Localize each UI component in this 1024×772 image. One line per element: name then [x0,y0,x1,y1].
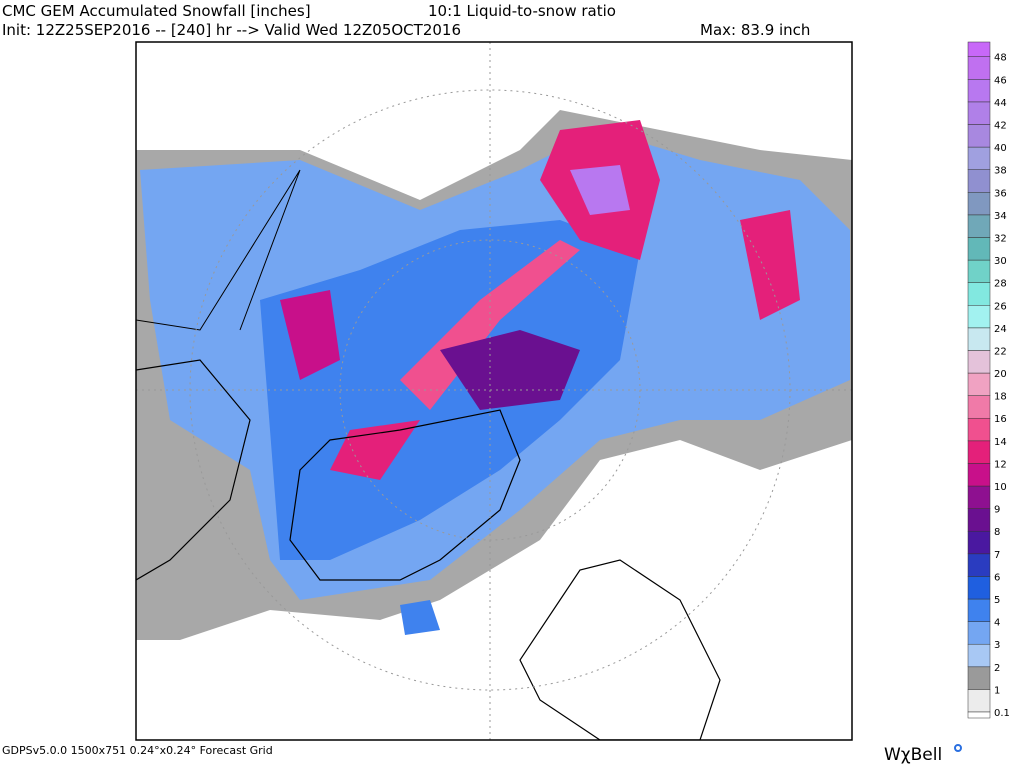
colorbar-swatch [967,192,991,216]
colorbar-swatch [967,259,991,283]
colorbar-swatch [967,79,991,103]
colorbar-label: 14 [994,437,1007,448]
colorbar-label: 0.1 [994,708,1010,719]
colorbar-swatch [967,530,991,555]
colorbar-swatch [967,463,991,487]
map [136,42,852,740]
colorbar-label: 34 [994,211,1007,222]
colorbar-swatch [967,621,991,645]
colorbar-label: 9 [994,505,1000,516]
colorbar-swatch [967,643,991,668]
colorbar-label: 40 [994,143,1007,154]
colorbar-swatch [967,214,991,238]
brand-dot [954,744,962,752]
colorbar-label: 8 [994,527,1000,538]
colorbar-label: 38 [994,166,1007,177]
colorbar-swatch [967,124,991,148]
colorbar-swatch [967,41,991,57]
colorbar: 0.11234567891012141618202224262830323436… [967,41,1010,719]
colorbar-swatch [967,689,991,713]
colorbar-label: 16 [994,414,1007,425]
colorbar-label: 18 [994,392,1007,403]
colorbar-label: 32 [994,233,1007,244]
max-value: Max: 83.9 inch [700,21,810,39]
colorbar-swatch [967,327,991,351]
colorbar-label: 4 [994,618,1000,629]
colorbar-swatch [967,485,991,509]
title: CMC GEM Accumulated Snowfall [inches] [2,2,311,20]
colorbar-label: 26 [994,301,1007,312]
colorbar-label: 3 [994,640,1000,651]
colorbar-swatch [967,440,991,464]
colorbar-swatch [967,305,991,329]
colorbar-swatch [967,395,991,419]
colorbar-swatch [967,146,991,170]
colorbar-label: 1 [994,685,1000,696]
colorbar-label: 46 [994,75,1007,86]
colorbar-label: 12 [994,459,1007,470]
colorbar-swatch [967,508,991,532]
colorbar-swatch [967,598,991,622]
colorbar-label: 7 [994,550,1000,561]
colorbar-swatch [967,372,991,396]
colorbar-label: 10 [994,482,1007,493]
colorbar-label: 28 [994,279,1007,290]
colorbar-swatch [967,56,991,80]
colorbar-swatch [967,666,991,690]
colorbar-swatch [967,169,991,193]
colorbar-label: 30 [994,256,1007,267]
colorbar-swatch [967,282,991,306]
colorbar-label: 22 [994,346,1007,357]
colorbar-swatch [967,711,991,719]
ratio: 10:1 Liquid-to-snow ratio [428,2,616,20]
colorbar-swatch [967,553,991,577]
colorbar-label: 5 [994,595,1000,606]
colorbar-label: 44 [994,98,1007,109]
colorbar-label: 24 [994,324,1007,335]
colorbar-label: 20 [994,369,1007,380]
colorbar-label: 6 [994,572,1000,583]
colorbar-label: 36 [994,188,1007,199]
colorbar-swatch [967,350,991,374]
colorbar-label: 2 [994,663,1000,674]
init-time: Init: 12Z25SEP2016 -- [240] hr --> Valid… [2,21,461,39]
colorbar-swatch [967,237,991,261]
brand-logo: WχBell [884,745,942,765]
colorbar-swatch [967,576,991,600]
grid-info: GDPSv5.0.0 1500x751 0.24°x0.24° Forecast… [2,744,273,757]
colorbar-swatch [967,101,991,125]
colorbar-label: 42 [994,120,1007,131]
map-frame [135,41,853,741]
colorbar-swatch [967,417,991,442]
colorbar-label: 48 [994,53,1007,64]
